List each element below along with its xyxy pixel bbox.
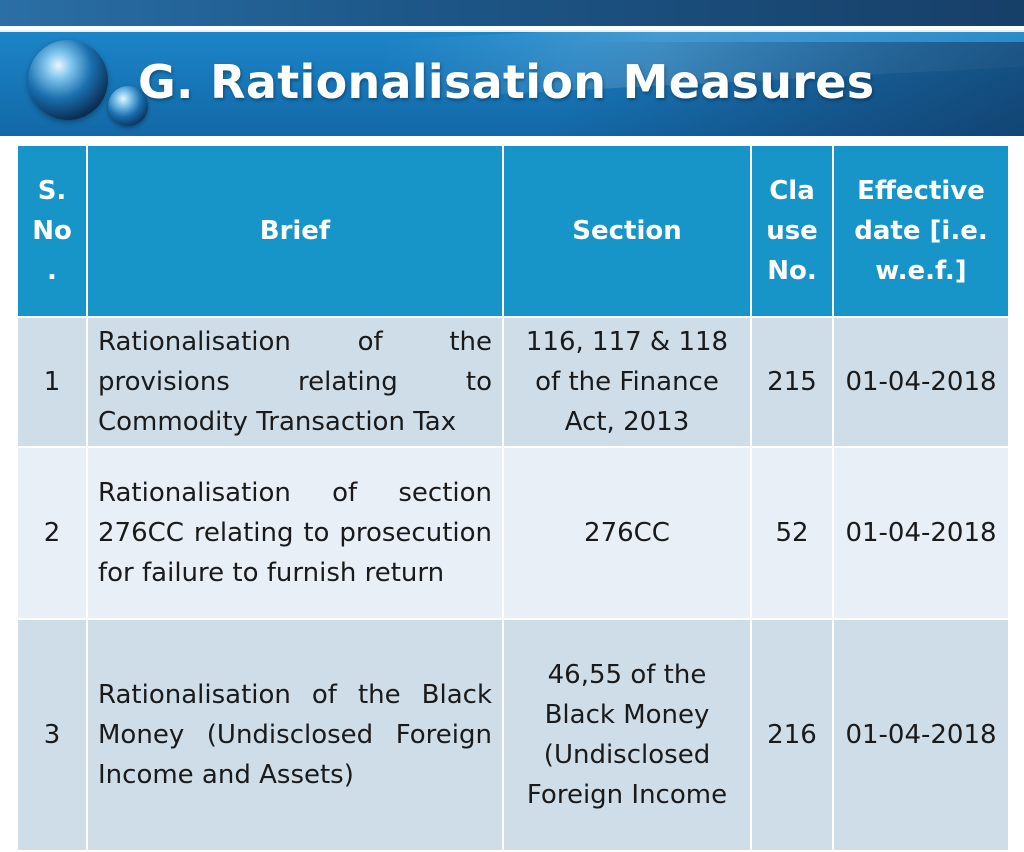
header-clause-no: Cla use No. — [750, 144, 834, 318]
header-brief: Brief — [86, 144, 504, 318]
header-sno: S. No . — [16, 144, 88, 318]
top-accent-bar — [0, 0, 1024, 26]
cell-sno: 1 — [16, 316, 88, 448]
cell-clause-no: 216 — [750, 618, 834, 852]
table-row: 3 Rationalisation of the Black Money (Un… — [16, 618, 1010, 852]
cell-section: 116, 117 & 118 of the Finance Act, 2013 — [502, 316, 752, 448]
cell-section: 46,55 of the Black Money (Undisclosed Fo… — [502, 618, 752, 852]
cell-clause-no: 52 — [750, 446, 834, 620]
slide-title: G. Rationalisation Measures — [138, 55, 875, 109]
table-header-row: S. No . Brief Section Cla use No. Effect… — [16, 144, 1010, 318]
table-row: 2 Rationalisation of section 276CC relat… — [16, 446, 1010, 620]
cell-brief: Rationalisation of section 276CC relatin… — [86, 446, 504, 620]
large-globe-icon — [28, 40, 108, 120]
cell-clause-no: 215 — [750, 316, 834, 448]
cell-brief: Rationalisation of the provisions relati… — [86, 316, 504, 448]
slide-header-banner — [0, 30, 1024, 136]
cell-sno: 3 — [16, 618, 88, 852]
cell-section: 276CC — [502, 446, 752, 620]
table-row: 1 Rationalisation of the provisions rela… — [16, 316, 1010, 448]
cell-effective-date: 01-04-2018 — [832, 316, 1010, 448]
cell-effective-date: 01-04-2018 — [832, 446, 1010, 620]
cell-effective-date: 01-04-2018 — [832, 618, 1010, 852]
header-section: Section — [502, 144, 752, 318]
small-globe-icon — [108, 86, 148, 126]
cell-brief: Rationalisation of the Black Money (Undi… — [86, 618, 504, 852]
cell-sno: 2 — [16, 446, 88, 620]
header-effective-date: Effective date [i.e. w.e.f.] — [832, 144, 1010, 318]
measures-table: S. No . Brief Section Cla use No. Effect… — [16, 144, 1010, 852]
